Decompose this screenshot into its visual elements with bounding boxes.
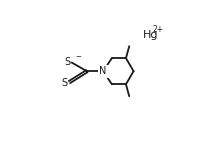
Text: −: −: [76, 54, 81, 60]
Text: 2+: 2+: [153, 25, 164, 34]
Text: N: N: [100, 66, 107, 76]
Text: S: S: [61, 78, 67, 88]
Text: Hg: Hg: [143, 30, 159, 40]
Text: S: S: [64, 57, 71, 67]
